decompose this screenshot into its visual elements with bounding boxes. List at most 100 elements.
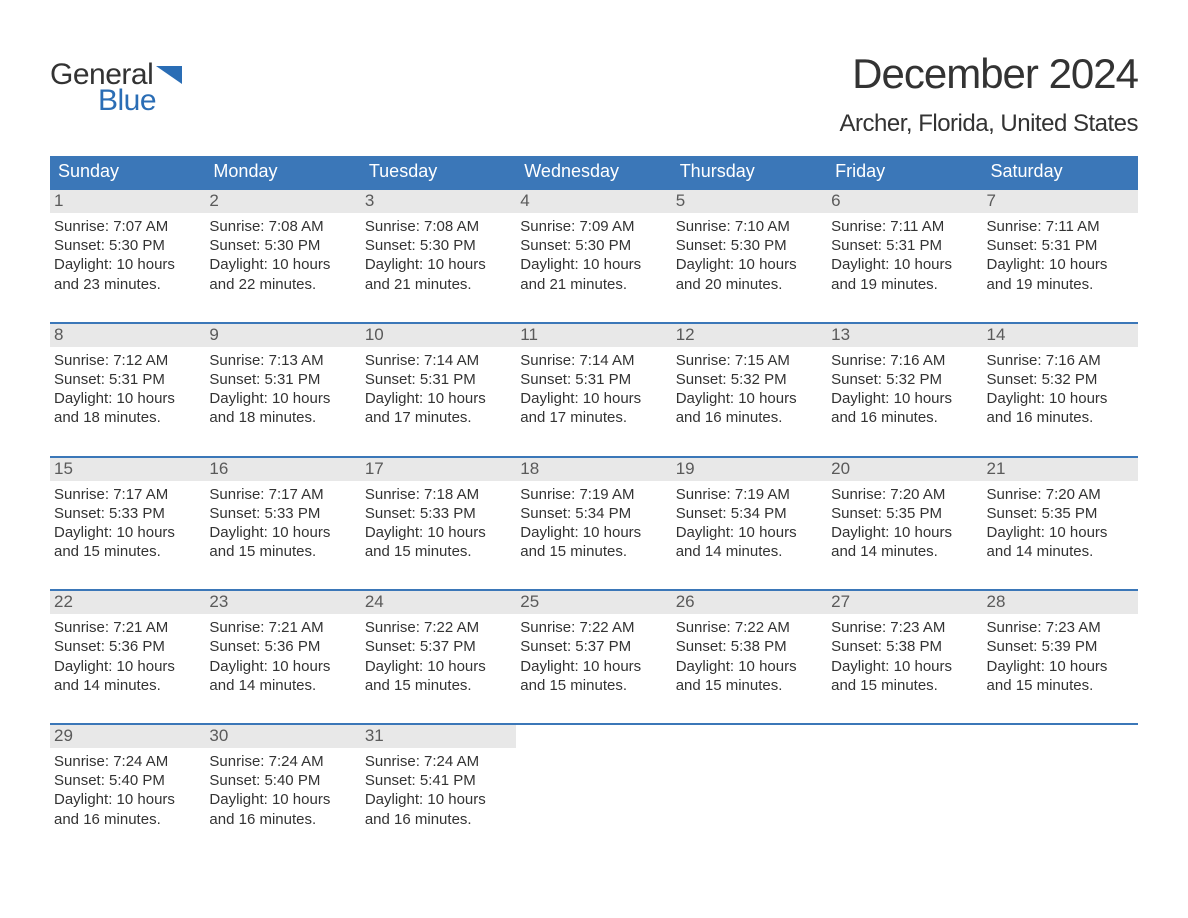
daylight-text: Daylight: 10 hours and 15 minutes. (520, 657, 667, 695)
day-body: Sunrise: 7:17 AMSunset: 5:33 PMDaylight:… (205, 481, 360, 562)
weekday-header-cell: Sunday (50, 156, 205, 188)
day-cell: 26Sunrise: 7:22 AMSunset: 5:38 PMDayligh… (672, 591, 827, 695)
day-body: Sunrise: 7:22 AMSunset: 5:37 PMDaylight:… (516, 614, 671, 695)
day-body: Sunrise: 7:14 AMSunset: 5:31 PMDaylight:… (516, 347, 671, 428)
day-cell: 23Sunrise: 7:21 AMSunset: 5:36 PMDayligh… (205, 591, 360, 695)
sunrise-text: Sunrise: 7:08 AM (365, 217, 512, 236)
day-number: 27 (827, 591, 982, 614)
sunrise-text: Sunrise: 7:09 AM (520, 217, 667, 236)
sunset-text: Sunset: 5:34 PM (520, 504, 667, 523)
day-number: 28 (983, 591, 1138, 614)
sunrise-text: Sunrise: 7:21 AM (209, 618, 356, 637)
empty-day-cell (983, 725, 1138, 829)
day-cell: 27Sunrise: 7:23 AMSunset: 5:38 PMDayligh… (827, 591, 982, 695)
sunset-text: Sunset: 5:31 PM (54, 370, 201, 389)
weekday-header-row: SundayMondayTuesdayWednesdayThursdayFrid… (50, 156, 1138, 188)
week-row: 22Sunrise: 7:21 AMSunset: 5:36 PMDayligh… (50, 589, 1138, 695)
day-number: 18 (516, 458, 671, 481)
sunset-text: Sunset: 5:40 PM (209, 771, 356, 790)
day-body: Sunrise: 7:13 AMSunset: 5:31 PMDaylight:… (205, 347, 360, 428)
day-cell: 31Sunrise: 7:24 AMSunset: 5:41 PMDayligh… (361, 725, 516, 829)
day-body: Sunrise: 7:14 AMSunset: 5:31 PMDaylight:… (361, 347, 516, 428)
sunset-text: Sunset: 5:30 PM (209, 236, 356, 255)
sunset-text: Sunset: 5:35 PM (831, 504, 978, 523)
logo: General Blue (50, 58, 182, 118)
daylight-text: Daylight: 10 hours and 22 minutes. (209, 255, 356, 293)
day-number: 12 (672, 324, 827, 347)
day-body: Sunrise: 7:24 AMSunset: 5:40 PMDaylight:… (205, 748, 360, 829)
daylight-text: Daylight: 10 hours and 15 minutes. (987, 657, 1134, 695)
sunset-text: Sunset: 5:33 PM (209, 504, 356, 523)
day-body: Sunrise: 7:11 AMSunset: 5:31 PMDaylight:… (827, 213, 982, 294)
day-cell: 15Sunrise: 7:17 AMSunset: 5:33 PMDayligh… (50, 458, 205, 562)
sunrise-text: Sunrise: 7:19 AM (676, 485, 823, 504)
daylight-text: Daylight: 10 hours and 14 minutes. (987, 523, 1134, 561)
sunrise-text: Sunrise: 7:20 AM (987, 485, 1134, 504)
daylight-text: Daylight: 10 hours and 17 minutes. (520, 389, 667, 427)
sunrise-text: Sunrise: 7:22 AM (520, 618, 667, 637)
daylight-text: Daylight: 10 hours and 16 minutes. (365, 790, 512, 828)
sunset-text: Sunset: 5:36 PM (209, 637, 356, 656)
sunrise-text: Sunrise: 7:07 AM (54, 217, 201, 236)
day-cell: 25Sunrise: 7:22 AMSunset: 5:37 PMDayligh… (516, 591, 671, 695)
daylight-text: Daylight: 10 hours and 23 minutes. (54, 255, 201, 293)
daylight-text: Daylight: 10 hours and 21 minutes. (365, 255, 512, 293)
daylight-text: Daylight: 10 hours and 16 minutes. (676, 389, 823, 427)
day-body: Sunrise: 7:11 AMSunset: 5:31 PMDaylight:… (983, 213, 1138, 294)
day-cell: 7Sunrise: 7:11 AMSunset: 5:31 PMDaylight… (983, 190, 1138, 294)
sunset-text: Sunset: 5:34 PM (676, 504, 823, 523)
sunset-text: Sunset: 5:30 PM (676, 236, 823, 255)
day-number: 7 (983, 190, 1138, 213)
day-cell: 24Sunrise: 7:22 AMSunset: 5:37 PMDayligh… (361, 591, 516, 695)
empty-day-cell (672, 725, 827, 829)
sunset-text: Sunset: 5:32 PM (987, 370, 1134, 389)
day-cell: 22Sunrise: 7:21 AMSunset: 5:36 PMDayligh… (50, 591, 205, 695)
daylight-text: Daylight: 10 hours and 17 minutes. (365, 389, 512, 427)
day-body: Sunrise: 7:22 AMSunset: 5:38 PMDaylight:… (672, 614, 827, 695)
sunset-text: Sunset: 5:31 PM (831, 236, 978, 255)
day-cell: 20Sunrise: 7:20 AMSunset: 5:35 PMDayligh… (827, 458, 982, 562)
day-number: 5 (672, 190, 827, 213)
day-number: 19 (672, 458, 827, 481)
day-cell: 28Sunrise: 7:23 AMSunset: 5:39 PMDayligh… (983, 591, 1138, 695)
day-number: 9 (205, 324, 360, 347)
week-row: 29Sunrise: 7:24 AMSunset: 5:40 PMDayligh… (50, 723, 1138, 829)
sunrise-text: Sunrise: 7:20 AM (831, 485, 978, 504)
location-subtitle: Archer, Florida, United States (840, 110, 1138, 138)
day-body: Sunrise: 7:23 AMSunset: 5:38 PMDaylight:… (827, 614, 982, 695)
day-number: 29 (50, 725, 205, 748)
sunrise-text: Sunrise: 7:15 AM (676, 351, 823, 370)
week-row: 15Sunrise: 7:17 AMSunset: 5:33 PMDayligh… (50, 456, 1138, 562)
day-body: Sunrise: 7:18 AMSunset: 5:33 PMDaylight:… (361, 481, 516, 562)
sunrise-text: Sunrise: 7:22 AM (365, 618, 512, 637)
day-number: 11 (516, 324, 671, 347)
day-body: Sunrise: 7:24 AMSunset: 5:40 PMDaylight:… (50, 748, 205, 829)
sunrise-text: Sunrise: 7:16 AM (987, 351, 1134, 370)
sunset-text: Sunset: 5:30 PM (520, 236, 667, 255)
day-cell: 5Sunrise: 7:10 AMSunset: 5:30 PMDaylight… (672, 190, 827, 294)
week-row: 8Sunrise: 7:12 AMSunset: 5:31 PMDaylight… (50, 322, 1138, 428)
weekday-header-cell: Thursday (672, 156, 827, 188)
day-cell: 1Sunrise: 7:07 AMSunset: 5:30 PMDaylight… (50, 190, 205, 294)
day-cell: 2Sunrise: 7:08 AMSunset: 5:30 PMDaylight… (205, 190, 360, 294)
sunset-text: Sunset: 5:33 PM (365, 504, 512, 523)
daylight-text: Daylight: 10 hours and 15 minutes. (54, 523, 201, 561)
day-body: Sunrise: 7:16 AMSunset: 5:32 PMDaylight:… (827, 347, 982, 428)
day-number: 20 (827, 458, 982, 481)
weekday-header-cell: Saturday (983, 156, 1138, 188)
day-body: Sunrise: 7:15 AMSunset: 5:32 PMDaylight:… (672, 347, 827, 428)
sunset-text: Sunset: 5:37 PM (520, 637, 667, 656)
sunrise-text: Sunrise: 7:24 AM (365, 752, 512, 771)
day-number: 3 (361, 190, 516, 213)
day-body: Sunrise: 7:19 AMSunset: 5:34 PMDaylight:… (516, 481, 671, 562)
day-number: 6 (827, 190, 982, 213)
sunset-text: Sunset: 5:31 PM (520, 370, 667, 389)
daylight-text: Daylight: 10 hours and 21 minutes. (520, 255, 667, 293)
day-body: Sunrise: 7:08 AMSunset: 5:30 PMDaylight:… (205, 213, 360, 294)
day-cell: 19Sunrise: 7:19 AMSunset: 5:34 PMDayligh… (672, 458, 827, 562)
weekday-header-cell: Tuesday (361, 156, 516, 188)
day-body: Sunrise: 7:07 AMSunset: 5:30 PMDaylight:… (50, 213, 205, 294)
weekday-header-cell: Monday (205, 156, 360, 188)
week-row: 1Sunrise: 7:07 AMSunset: 5:30 PMDaylight… (50, 188, 1138, 294)
day-number: 14 (983, 324, 1138, 347)
